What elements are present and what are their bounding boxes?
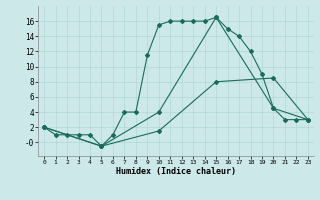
X-axis label: Humidex (Indice chaleur): Humidex (Indice chaleur) xyxy=(116,167,236,176)
